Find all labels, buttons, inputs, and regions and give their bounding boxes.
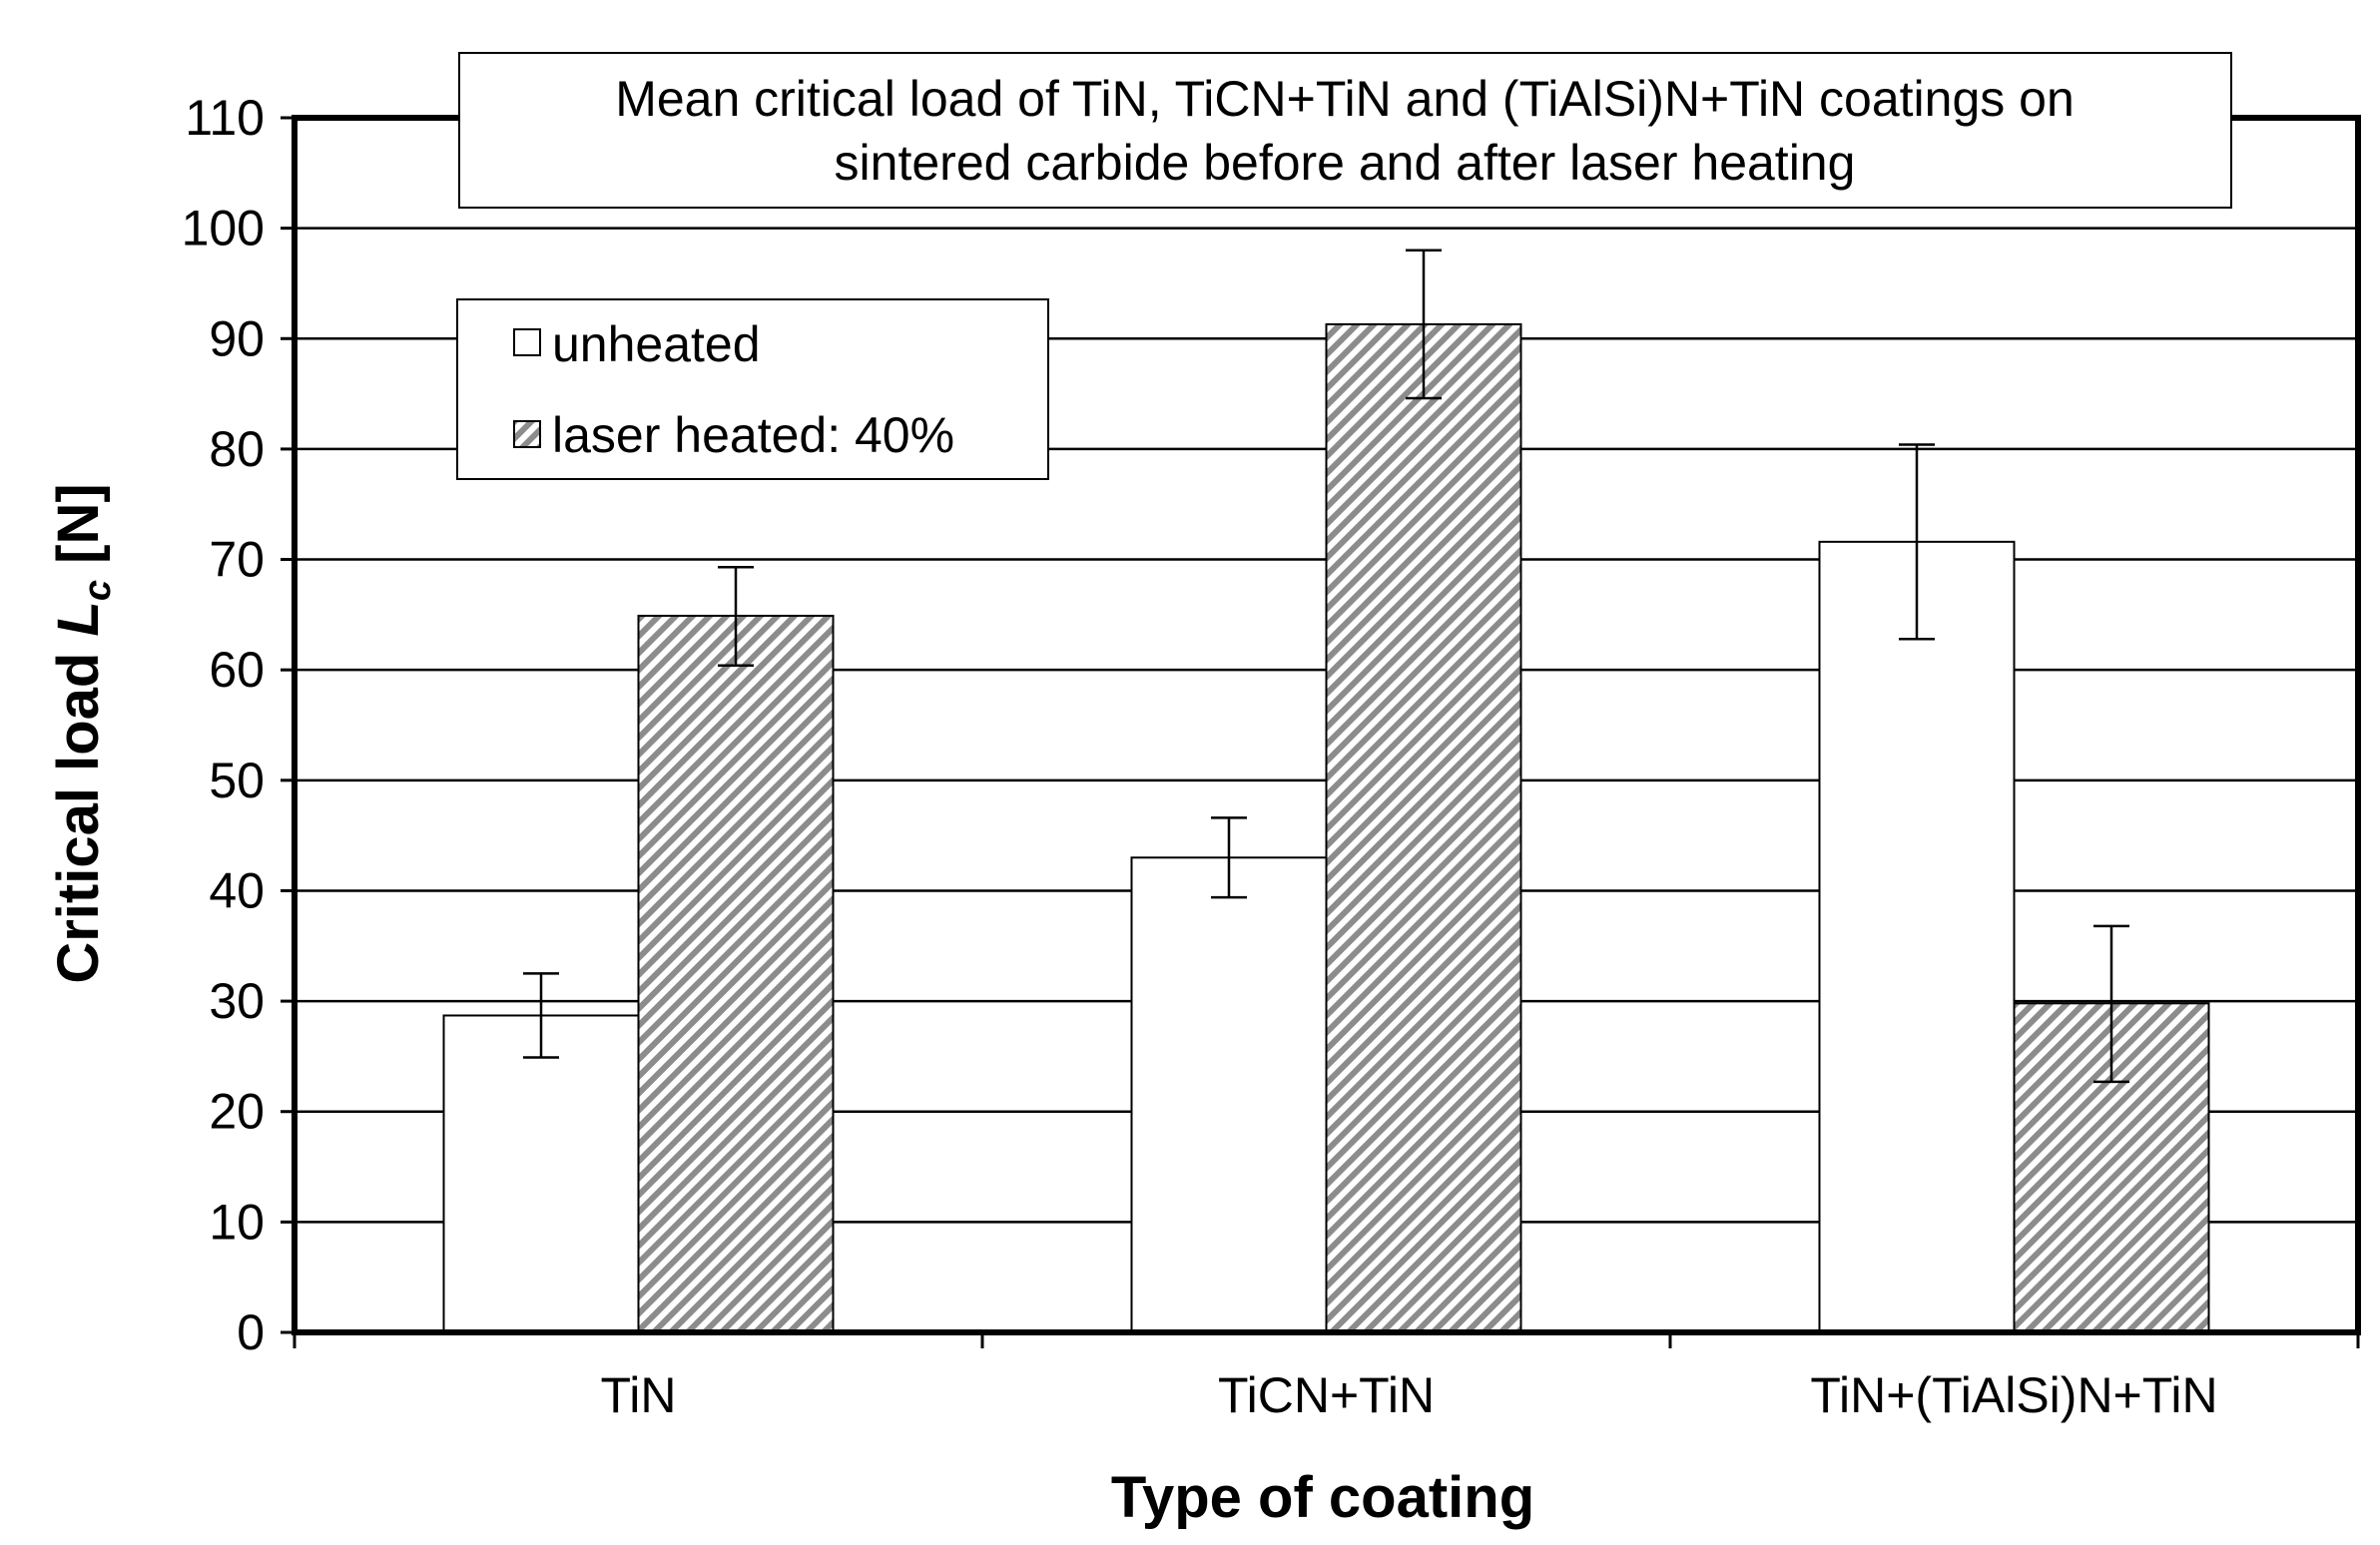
y-tick-label: 100 [182, 201, 265, 257]
y-tick-label: 0 [237, 1304, 265, 1360]
bar-laser-heated [637, 614, 835, 1333]
y-tick-label: 90 [209, 310, 265, 366]
bar-laser-heated [1325, 322, 1522, 1333]
y-tick-label: 110 [185, 90, 265, 146]
chart-title-line-1: Mean critical load of TiN, TiCN+TiN and … [615, 71, 2075, 127]
legend-swatch-unheated [513, 328, 541, 356]
bar-unheated [1130, 856, 1328, 1333]
y-tick-label: 70 [209, 532, 265, 588]
bar-unheated [1818, 540, 2016, 1333]
legend-label-laser-heated: laser heated: 40% [552, 407, 954, 463]
y-tick-label: 10 [209, 1194, 265, 1250]
chart-title-line-2: sintered carbide before and after laser … [835, 135, 1856, 191]
x-tick-label: TiN+(TiAlSi)N+TiN [1810, 1367, 2217, 1423]
legend: unheated laser heated: 40% [456, 298, 1049, 480]
y-tick-label: 40 [209, 862, 265, 918]
x-tick-label: TiN [601, 1367, 677, 1423]
legend-swatch-laser-heated [513, 420, 541, 448]
error-bars [523, 249, 2129, 1084]
x-axis-title: Type of coating [1111, 1465, 1534, 1530]
y-tick-label: 50 [209, 753, 265, 808]
y-tick-label: 60 [209, 642, 265, 698]
x-tick-labels: TiN TiCN+TiN TiN+(TiAlSi)N+TiN [601, 1367, 2218, 1423]
bar-unheated [442, 1014, 640, 1333]
bars [442, 322, 2210, 1333]
y-tick-label: 80 [209, 421, 265, 477]
y-tick-labels: 0 10 20 30 40 50 60 70 80 90 100 110 [182, 90, 265, 1360]
chart-title-box: Mean critical load of TiN, TiCN+TiN and … [458, 52, 2232, 209]
y-tick-label: 30 [209, 973, 265, 1029]
legend-label-unheated: unheated [552, 316, 761, 372]
y-tick-label: 20 [209, 1084, 265, 1140]
x-tick-label: TiCN+TiN [1218, 1367, 1435, 1423]
y-axis-title: Critical load Lc [N] [46, 483, 119, 983]
